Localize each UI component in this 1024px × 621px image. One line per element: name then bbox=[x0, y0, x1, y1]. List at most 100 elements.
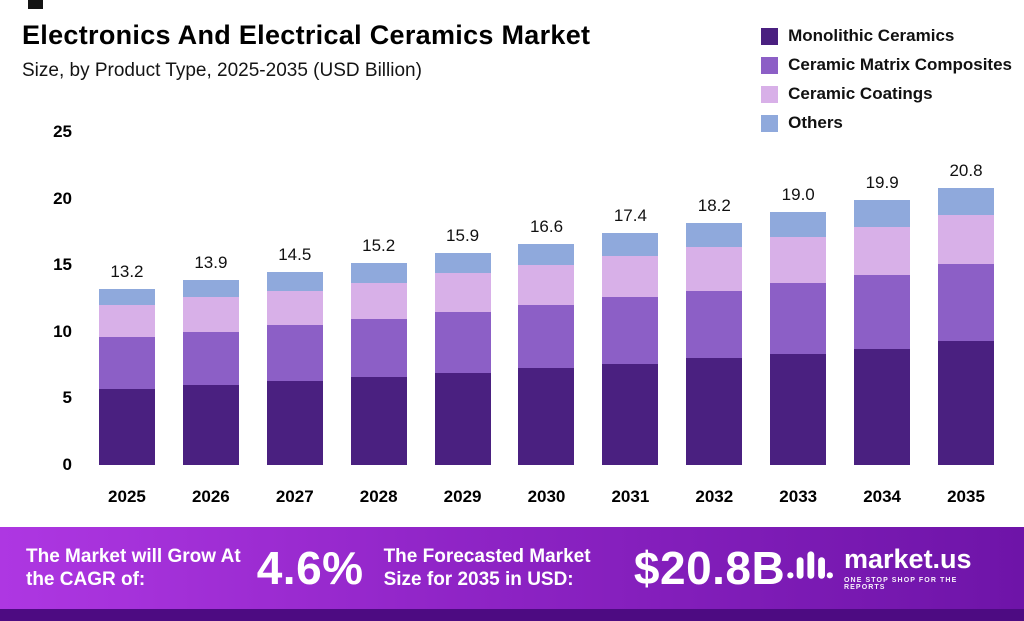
bar-segment-ceramic-coatings bbox=[938, 214, 995, 264]
legend-label: Ceramic Coatings bbox=[788, 84, 933, 103]
bar-total-label: 19.0 bbox=[781, 184, 815, 204]
legend-swatch-icon bbox=[761, 56, 779, 74]
bar-segment-ceramic-matrix-composites bbox=[938, 263, 995, 342]
x-axis-label-2035: 2035 bbox=[947, 487, 985, 506]
bar-2030: 16.6 bbox=[505, 132, 589, 465]
bar-segment-others bbox=[686, 222, 743, 247]
market-us-logo-icon bbox=[787, 551, 834, 579]
bar-2028: 15.2 bbox=[337, 132, 421, 465]
bar-segment-ceramic-coatings bbox=[518, 265, 575, 306]
x-axis-label-2025: 2025 bbox=[108, 487, 146, 506]
chart-header: Electronics And Electrical Ceramics Mark… bbox=[22, 20, 590, 82]
x-axis-label-2027: 2027 bbox=[275, 487, 314, 506]
bar-segment-ceramic-matrix-composites bbox=[602, 297, 659, 364]
y-axis-label-15: 15 bbox=[53, 255, 72, 275]
bar-segment-monolithic-ceramics bbox=[854, 349, 911, 465]
bar-2025: 13.2 bbox=[85, 132, 169, 465]
bar-2035: 20.8 bbox=[924, 132, 1008, 465]
bar-segment-monolithic-ceramics bbox=[770, 354, 827, 465]
bar-total-label: 14.5 bbox=[278, 245, 312, 265]
y-axis-label-10: 10 bbox=[53, 321, 72, 341]
forecast-value: $20.8B bbox=[633, 542, 786, 594]
forecast-label: The Forecasted Market Size for 2035 in U… bbox=[383, 545, 591, 590]
bar-2032: 18.2 bbox=[672, 132, 756, 465]
legend-item-monolithic-ceramics: Monolithic Ceramics bbox=[761, 26, 1012, 46]
legend-label: Monolithic Ceramics bbox=[788, 26, 955, 45]
plot-area: 13.2 13.9 14.5 15.2 15.9 16.6 17.4 18.2 19.0 19.9… bbox=[85, 132, 1008, 465]
footer-banner-strip bbox=[0, 609, 1024, 621]
x-axis-label-2032: 2032 bbox=[695, 487, 734, 506]
x-axis-label-2026: 2026 bbox=[191, 487, 230, 506]
bar-segment-others bbox=[182, 279, 239, 298]
bar-total-label: 18.2 bbox=[697, 195, 731, 215]
bar-segment-monolithic-ceramics bbox=[182, 385, 239, 465]
bar-segment-ceramic-coatings bbox=[770, 237, 827, 283]
bar-segment-ceramic-matrix-composites bbox=[182, 331, 239, 386]
stacked-bar-chart: 13.2 13.9 14.5 15.2 15.9 16.6 17.4 18.2 19.0 19.9… bbox=[85, 132, 1008, 507]
bar-segment-ceramic-matrix-composites bbox=[98, 337, 155, 390]
bar-segment-others bbox=[770, 211, 827, 238]
bar-segment-ceramic-matrix-composites bbox=[434, 311, 491, 374]
bar-segment-ceramic-matrix-composites bbox=[518, 305, 575, 368]
bar-segment-others bbox=[854, 199, 911, 227]
bar-segment-ceramic-matrix-composites bbox=[770, 282, 827, 355]
bar-segment-ceramic-matrix-composites bbox=[350, 318, 407, 378]
bar-2031: 17.4 bbox=[588, 132, 672, 465]
bar-segment-others bbox=[266, 272, 323, 291]
bar-segment-others bbox=[602, 233, 659, 256]
bar-segment-ceramic-coatings bbox=[602, 255, 659, 298]
bar-segment-others bbox=[350, 262, 407, 283]
top-edge-artifact bbox=[28, 0, 43, 9]
bar-segment-ceramic-coatings bbox=[434, 273, 491, 312]
legend-item-others: Others bbox=[761, 113, 1012, 133]
x-axis-label-2028: 2028 bbox=[359, 487, 398, 506]
bar-segment-monolithic-ceramics bbox=[518, 367, 575, 465]
cagr-value: 4.6% bbox=[256, 542, 364, 594]
bar-segment-monolithic-ceramics bbox=[938, 341, 995, 465]
bar-segment-ceramic-coatings bbox=[686, 246, 743, 291]
footer-banner: The Market will Grow At the CAGR of: 4.6… bbox=[0, 527, 1024, 621]
footer-banner-main: The Market will Grow At the CAGR of: 4.6… bbox=[0, 527, 1024, 609]
bar-2029: 15.9 bbox=[421, 132, 505, 465]
legend-label: Ceramic Matrix Composites bbox=[788, 55, 1012, 74]
legend-item-ceramic-matrix-composites: Ceramic Matrix Composites bbox=[761, 55, 1012, 75]
y-axis-label-20: 20 bbox=[53, 188, 72, 208]
brand-text: market.us ONE STOP SHOP FOR THE REPORTS bbox=[844, 543, 998, 591]
bar-segment-ceramic-coatings bbox=[182, 297, 239, 332]
bar-segment-ceramic-coatings bbox=[266, 290, 323, 326]
bar-total-label: 19.9 bbox=[865, 172, 899, 192]
bar-2033: 19.0 bbox=[756, 132, 840, 465]
bar-segment-monolithic-ceramics bbox=[266, 381, 323, 465]
bar-2026: 13.9 bbox=[169, 132, 253, 465]
bar-segment-monolithic-ceramics bbox=[350, 377, 407, 465]
bar-segment-others bbox=[938, 187, 995, 215]
x-axis-label-2034: 2034 bbox=[863, 487, 902, 506]
legend-swatch-icon bbox=[761, 114, 779, 132]
bar-2027: 14.5 bbox=[253, 132, 337, 465]
bar-total-label: 13.9 bbox=[194, 252, 228, 272]
bar-segment-ceramic-coatings bbox=[350, 282, 407, 319]
bar-total-label: 15.2 bbox=[362, 235, 396, 255]
bar-segment-ceramic-matrix-composites bbox=[854, 274, 911, 350]
x-axis-label-2033: 2033 bbox=[779, 487, 818, 506]
cagr-label: The Market will Grow At the CAGR of: bbox=[26, 545, 241, 590]
bar-segment-ceramic-coatings bbox=[98, 305, 155, 338]
bar-segment-ceramic-matrix-composites bbox=[266, 325, 323, 382]
bar-segment-monolithic-ceramics bbox=[686, 358, 743, 465]
chart-legend: Monolithic Ceramics Ceramic Matrix Compo… bbox=[761, 26, 1012, 133]
bar-total-label: 16.6 bbox=[529, 216, 564, 236]
bar-total-label: 15.9 bbox=[446, 226, 480, 246]
brand-logo: market.us ONE STOP SHOP FOR THE REPORTS bbox=[785, 543, 998, 591]
bar-segment-others bbox=[434, 253, 491, 274]
x-axis: 2025 2026 2027 2028 2029 2030 2031 2032 2033 2034… bbox=[85, 487, 1008, 507]
page-title: Electronics And Electrical Ceramics Mark… bbox=[22, 20, 591, 50]
brand-name: market.us bbox=[844, 543, 972, 574]
y-axis-label-0: 0 bbox=[62, 455, 72, 474]
bar-segment-others bbox=[518, 243, 575, 266]
x-axis-label-2030: 2030 bbox=[527, 487, 566, 506]
legend-label: Others bbox=[788, 113, 843, 132]
x-axis-label-2031: 2031 bbox=[611, 487, 650, 506]
legend-swatch-icon bbox=[761, 85, 779, 103]
bar-segment-others bbox=[98, 289, 155, 306]
